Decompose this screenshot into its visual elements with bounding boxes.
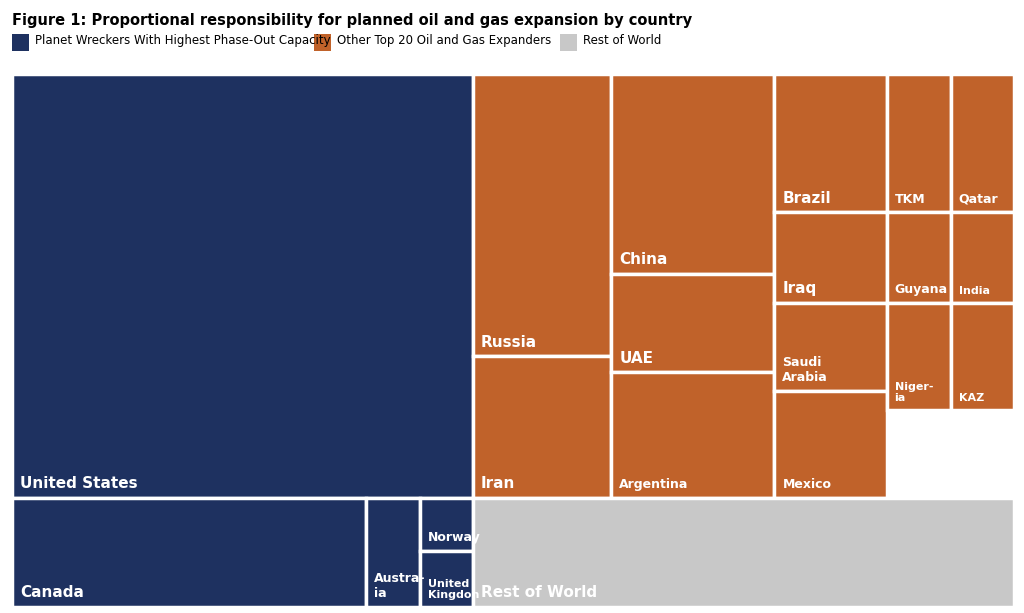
- Text: Mexico: Mexico: [782, 478, 831, 491]
- Text: Brazil: Brazil: [782, 191, 831, 206]
- FancyBboxPatch shape: [887, 303, 950, 409]
- FancyBboxPatch shape: [420, 498, 473, 551]
- Text: Rest of World: Rest of World: [583, 34, 662, 47]
- FancyBboxPatch shape: [611, 74, 774, 273]
- Text: Iran: Iran: [481, 476, 515, 491]
- Text: Niger-
ia: Niger- ia: [895, 381, 933, 403]
- Text: Austra-
ia: Austra- ia: [374, 573, 425, 601]
- FancyBboxPatch shape: [12, 498, 366, 607]
- FancyBboxPatch shape: [887, 212, 950, 303]
- Text: Saudi
Arabia: Saudi Arabia: [782, 357, 828, 384]
- Text: Qatar: Qatar: [958, 193, 998, 206]
- Text: Canada: Canada: [20, 585, 84, 601]
- FancyBboxPatch shape: [774, 391, 887, 498]
- Text: UAE: UAE: [620, 351, 653, 366]
- FancyBboxPatch shape: [774, 212, 887, 303]
- FancyBboxPatch shape: [611, 273, 774, 372]
- FancyBboxPatch shape: [366, 498, 420, 607]
- Text: United States: United States: [20, 476, 138, 491]
- FancyBboxPatch shape: [473, 498, 1014, 607]
- Text: Norway: Norway: [428, 531, 480, 544]
- FancyBboxPatch shape: [950, 74, 1014, 212]
- Text: TKM: TKM: [895, 193, 926, 206]
- Text: Other Top 20 Oil and Gas Expanders: Other Top 20 Oil and Gas Expanders: [337, 34, 551, 47]
- FancyBboxPatch shape: [950, 303, 1014, 409]
- FancyBboxPatch shape: [473, 74, 611, 356]
- Text: KAZ: KAZ: [958, 393, 984, 403]
- FancyBboxPatch shape: [473, 356, 611, 498]
- FancyBboxPatch shape: [774, 74, 887, 212]
- FancyBboxPatch shape: [420, 551, 473, 607]
- Text: Russia: Russia: [481, 335, 538, 350]
- FancyBboxPatch shape: [12, 74, 473, 498]
- FancyBboxPatch shape: [774, 303, 887, 391]
- FancyBboxPatch shape: [611, 372, 774, 498]
- Text: United
Kingdon: United Kingdon: [428, 579, 479, 601]
- Text: Figure 1: Proportional responsibility for planned oil and gas expansion by count: Figure 1: Proportional responsibility fo…: [12, 13, 692, 28]
- FancyBboxPatch shape: [887, 74, 950, 212]
- Text: Iraq: Iraq: [782, 281, 817, 297]
- Text: Planet Wreckers With Highest Phase-Out Capacity: Planet Wreckers With Highest Phase-Out C…: [35, 34, 331, 47]
- FancyBboxPatch shape: [950, 212, 1014, 303]
- Text: India: India: [958, 286, 989, 297]
- Text: Rest of World: Rest of World: [481, 585, 597, 601]
- Text: Guyana: Guyana: [895, 283, 947, 297]
- Text: Argentina: Argentina: [620, 478, 688, 491]
- Text: China: China: [620, 252, 668, 267]
